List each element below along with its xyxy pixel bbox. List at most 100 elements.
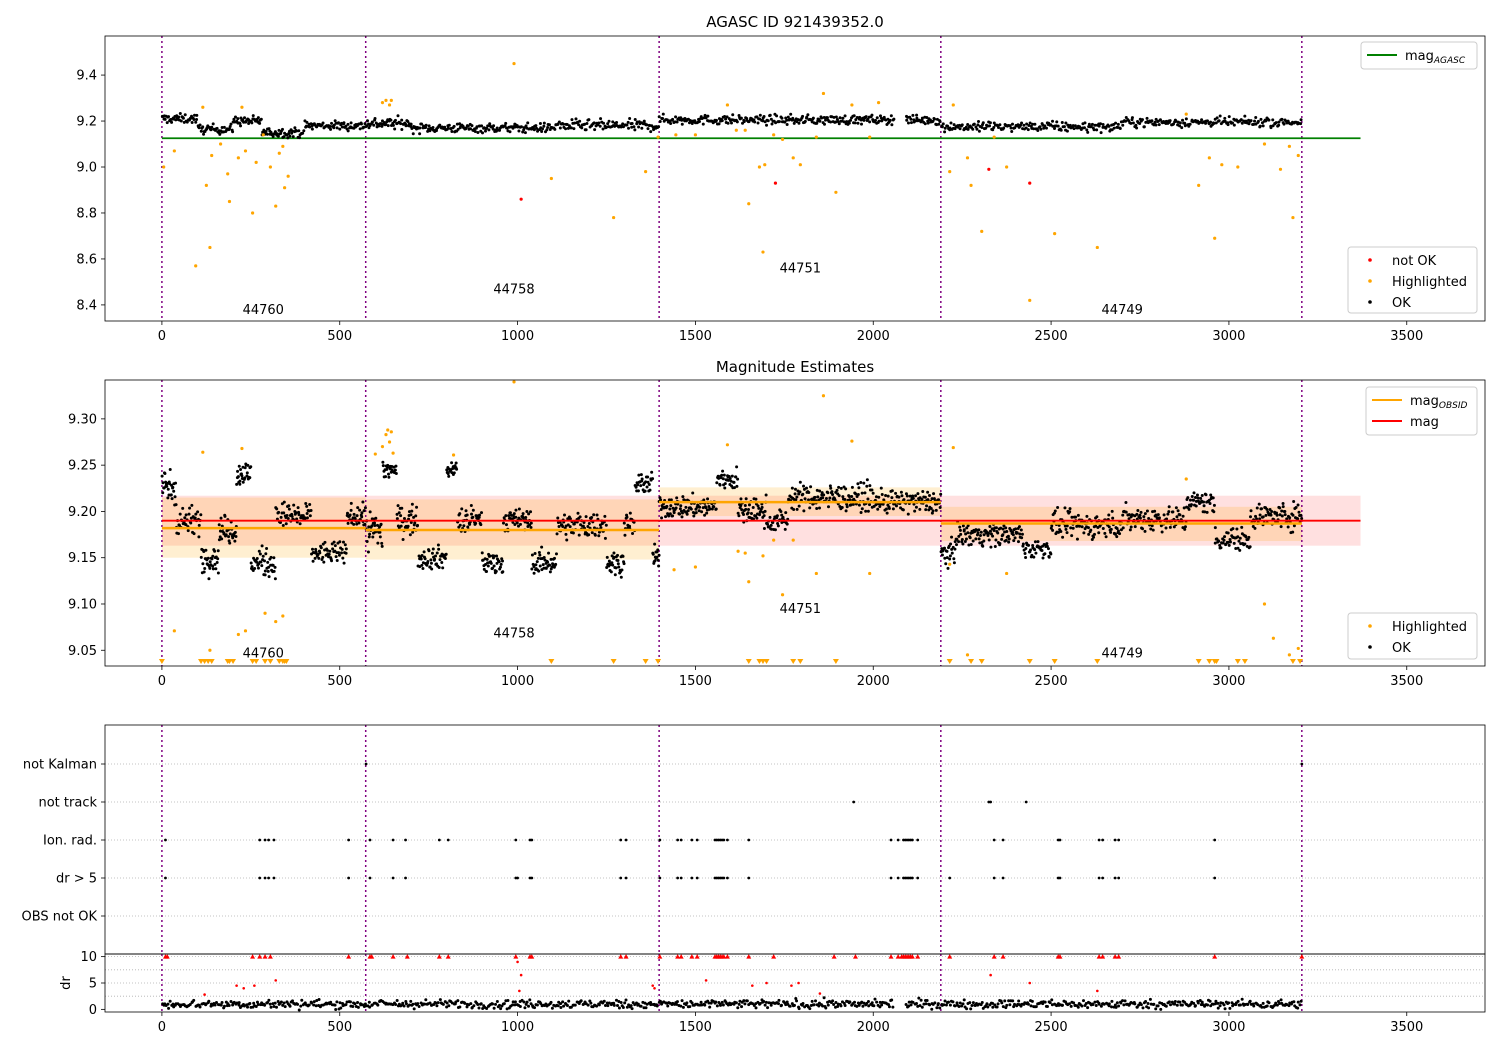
ok-point <box>435 1004 439 1008</box>
ok-point <box>570 118 574 122</box>
ok-point <box>976 123 980 127</box>
ok-point <box>1269 126 1273 130</box>
ok-point <box>246 463 250 467</box>
flag-point <box>368 838 372 842</box>
ok-point <box>211 122 215 126</box>
ok-point <box>245 471 249 475</box>
ok-point <box>859 480 863 484</box>
ok-point <box>577 533 581 537</box>
dr-clipped-marker <box>623 954 629 959</box>
ok-point <box>628 524 632 528</box>
ok-point <box>680 999 684 1003</box>
ok-point <box>404 1002 408 1006</box>
ok-point <box>817 1004 821 1008</box>
ok-point <box>872 1004 876 1008</box>
ok-point <box>812 498 816 502</box>
ok-point <box>233 530 237 534</box>
ok-point <box>243 116 247 120</box>
ok-point <box>177 115 181 119</box>
ok-point <box>1086 1006 1090 1010</box>
ok-point <box>476 131 480 135</box>
ok-point <box>943 556 947 560</box>
dr-high-point <box>1096 989 1099 993</box>
ok-point <box>633 128 637 132</box>
ok-point <box>211 567 215 571</box>
ok-point <box>788 1004 792 1008</box>
ok-point <box>194 120 198 124</box>
ok-point <box>841 116 845 120</box>
ok-point <box>1260 1005 1264 1009</box>
ok-point <box>331 547 335 551</box>
ok-point <box>680 122 684 126</box>
ok-point <box>404 124 408 128</box>
flag-point <box>1001 838 1005 842</box>
ok-point <box>863 491 867 495</box>
ok-point <box>1110 1005 1114 1009</box>
ok-point <box>977 537 981 541</box>
ok-point <box>1123 999 1127 1003</box>
ok-point <box>1071 124 1075 128</box>
ok-point <box>855 115 859 119</box>
ok-point <box>342 561 346 565</box>
ok-point <box>1087 532 1091 536</box>
ok-point <box>1237 539 1241 543</box>
ok-point <box>1113 532 1117 536</box>
ok-point <box>184 523 188 527</box>
ok-point <box>1212 503 1216 507</box>
highlighted-point <box>549 176 553 181</box>
ok-point <box>952 557 956 561</box>
ok-point <box>1092 128 1096 132</box>
ok-point <box>438 558 442 562</box>
ok-point <box>312 1003 316 1007</box>
ok-point <box>725 115 729 119</box>
ok-point <box>960 540 964 544</box>
category-label: not Kalman <box>23 758 97 773</box>
ok-point <box>961 542 965 546</box>
ok-point <box>344 551 348 555</box>
ok-point <box>766 1006 770 1010</box>
ok-point <box>933 117 937 121</box>
ok-point <box>458 523 462 527</box>
ok-point <box>228 541 232 545</box>
ok-point <box>380 544 384 548</box>
ok-point <box>346 511 350 515</box>
x-tick-label: 1500 <box>679 329 712 344</box>
ok-point <box>1230 121 1234 125</box>
ok-point <box>1286 525 1290 529</box>
ok-point <box>492 1006 496 1010</box>
ok-point <box>203 567 207 571</box>
ok-point <box>427 549 431 553</box>
ok-point <box>1004 526 1008 530</box>
ok-point <box>715 481 719 485</box>
ok-point <box>1167 510 1171 514</box>
ok-point <box>199 513 203 517</box>
ok-point <box>443 125 447 129</box>
obsid-label: 44751 <box>780 262 821 277</box>
ok-point <box>754 1002 758 1006</box>
ok-point <box>1045 1004 1049 1008</box>
ok-point <box>628 117 632 121</box>
ok-point <box>447 123 451 127</box>
ok-point <box>485 557 489 561</box>
ok-point <box>1064 121 1068 125</box>
ok-point <box>661 116 665 120</box>
ok-point <box>831 492 835 496</box>
highlighted-point <box>373 452 377 456</box>
flag-point <box>690 876 694 880</box>
ok-point <box>273 565 277 569</box>
ok-point <box>190 120 194 124</box>
ok-point <box>957 1005 961 1009</box>
ok-point <box>706 497 710 501</box>
ok-point <box>1084 1002 1088 1006</box>
ok-point <box>886 494 890 498</box>
ok-point <box>299 1004 303 1008</box>
ok-point <box>951 1000 955 1004</box>
ok-point <box>855 1004 859 1008</box>
not-ok-point <box>987 167 991 171</box>
ok-point <box>1264 119 1268 123</box>
ok-point <box>668 507 672 511</box>
ok-point <box>336 121 340 125</box>
ok-point <box>649 130 653 134</box>
ok-point <box>915 116 919 120</box>
highlighted-point <box>1053 232 1057 236</box>
